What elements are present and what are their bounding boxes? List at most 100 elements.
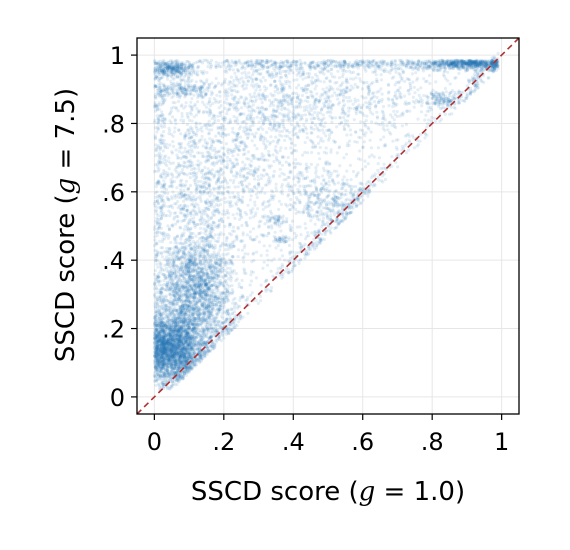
data-point-121 — [197, 353, 201, 357]
data-point-152 — [178, 375, 182, 379]
data-point-4678 — [217, 280, 221, 284]
data-point-4652 — [167, 273, 171, 277]
data-point-4549 — [179, 324, 184, 328]
data-point-4735 — [200, 151, 205, 155]
data-point-4663 — [195, 313, 200, 317]
data-point-3155 — [165, 332, 169, 336]
data-point-3934 — [203, 316, 207, 320]
data-point-2012 — [155, 373, 159, 377]
data-point-4142 — [220, 300, 224, 304]
data-point-3909 — [198, 336, 202, 340]
data-point-4394 — [167, 305, 171, 309]
data-point-3269 — [162, 294, 166, 298]
data-point-3904 — [152, 283, 156, 287]
data-point-3974 — [155, 368, 159, 372]
data-point-4547 — [230, 291, 235, 295]
data-point-111 — [155, 377, 159, 381]
data-point-18 — [183, 355, 187, 359]
data-point-2849 — [231, 301, 235, 305]
data-point-4519 — [191, 311, 195, 315]
data-point-4881 — [206, 167, 210, 171]
data-point-4799 — [233, 185, 237, 189]
data-point-4632 — [180, 246, 184, 250]
data-point-3767 — [192, 314, 196, 318]
data-point-3777 — [182, 343, 186, 347]
data-point-3592 — [214, 340, 218, 344]
data-point-3764 — [169, 372, 173, 376]
data-point-4 — [188, 348, 192, 352]
data-point-3979 — [168, 352, 172, 356]
data-point-135 — [153, 332, 157, 336]
data-point-4559 — [168, 293, 172, 297]
data-point-4366 — [169, 278, 173, 282]
data-point-3603 — [167, 336, 171, 340]
data-point-3857 — [244, 298, 248, 302]
data-point-48 — [183, 353, 187, 357]
data-point-165 — [160, 382, 164, 386]
data-point-4697 — [179, 289, 183, 293]
data-point-43 — [168, 318, 172, 322]
data-point-71 — [164, 322, 168, 327]
data-point-3697 — [239, 314, 243, 318]
data-point-22 — [155, 340, 159, 344]
data-point-4599 — [208, 279, 212, 283]
data-point-65 — [181, 354, 185, 358]
data-point-4800 — [196, 247, 200, 251]
data-point-4371 — [179, 313, 183, 317]
data-point-47 — [183, 345, 187, 349]
data-point-91 — [166, 354, 170, 358]
data-point-4887 — [224, 253, 228, 257]
data-point-154 — [159, 328, 163, 332]
data-point-4378 — [232, 269, 236, 273]
data-point-52 — [185, 351, 189, 355]
data-point-178 — [154, 351, 158, 355]
data-point-120 — [168, 358, 173, 362]
data-point-177 — [155, 324, 159, 329]
data-point-129 — [179, 337, 183, 341]
data-point-85 — [158, 339, 162, 343]
data-point-4574 — [231, 262, 235, 266]
data-point-31 — [161, 360, 165, 364]
data-point-3805 — [179, 335, 183, 339]
data-point-3976 — [197, 316, 201, 320]
data-point-4591 — [216, 307, 221, 311]
data-point-4730 — [194, 252, 198, 256]
data-point-143 — [164, 355, 168, 359]
data-point-1600 — [160, 381, 164, 385]
data-point-151 — [183, 368, 187, 372]
data-point-125 — [181, 350, 185, 354]
data-point-2362 — [250, 291, 254, 295]
data-point-10 — [177, 346, 181, 350]
data-point-24 — [186, 343, 190, 347]
data-point-20 — [181, 342, 185, 346]
data-point-128 — [155, 357, 159, 361]
data-point-4274 — [187, 294, 191, 298]
data-point-172 — [152, 373, 156, 378]
data-point-4656 — [203, 277, 207, 281]
data-point-3144 — [174, 333, 178, 337]
data-point-76 — [187, 335, 191, 340]
data-point-3822 — [259, 299, 263, 303]
data-point-87 — [174, 337, 178, 341]
data-point-3 — [158, 325, 162, 329]
data-point-102 — [168, 332, 173, 336]
data-point-4332 — [155, 313, 159, 318]
data-point-4694 — [212, 283, 217, 287]
data-point-2354 — [256, 301, 260, 305]
data-point-3997 — [188, 336, 192, 340]
data-point-3108 — [172, 355, 176, 359]
data-point-4673 — [202, 270, 206, 275]
data-point-3781 — [158, 385, 162, 389]
data-point-4286 — [170, 311, 175, 315]
data-point-138 — [164, 333, 169, 337]
data-point-41 — [180, 343, 184, 347]
data-point-157 — [168, 318, 172, 322]
data-point-4383 — [162, 278, 166, 283]
data-point-4648 — [191, 295, 195, 299]
data-point-171 — [177, 357, 181, 361]
data-point-4307 — [160, 290, 164, 294]
data-point-2151 — [176, 368, 180, 372]
data-point-4687 — [205, 306, 209, 310]
data-point-3349 — [158, 355, 162, 359]
data-point-109 — [153, 354, 157, 358]
